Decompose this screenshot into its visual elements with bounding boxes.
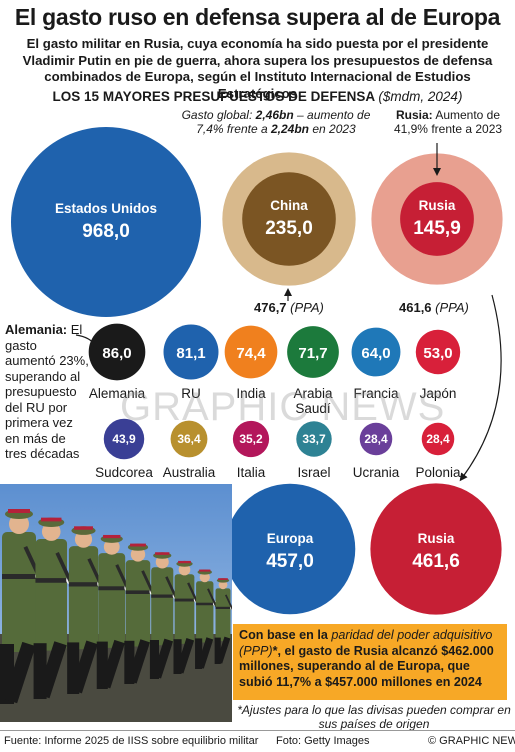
bubble-alemania [88, 323, 146, 381]
bubble-name-rusia: Rusia [419, 198, 456, 213]
russia-ppp-label: 461,6 (PPA) [399, 300, 469, 315]
china-ppp-tag: (PPA) [290, 300, 324, 315]
ppp-bubble-value-europa: 457,0 [266, 551, 314, 572]
country-label-francia: Francia [353, 386, 399, 401]
bubble-value-italia: 35,2 [239, 432, 263, 446]
bubble-value-rusia: 145,9 [413, 218, 461, 239]
soldiers-photo [0, 484, 232, 722]
bubble-estados-unidos [11, 127, 201, 317]
page-title: El gasto ruso en defensa supera al de Eu… [14, 4, 501, 30]
bubble-value-japon: 53,0 [423, 345, 452, 362]
global-note-mid: – aumento de 7,4% frente a [196, 108, 371, 136]
country-label-japon: Japón [420, 386, 457, 401]
footnote: *Ajustes para lo que las divisas pueden … [237, 703, 511, 731]
russia-ppp-tag: (PPA) [435, 300, 469, 315]
bubble-value-israel: 33,7 [302, 432, 326, 446]
soldiers-illustration [0, 484, 232, 722]
country-label-india: India [236, 386, 266, 401]
country-label-polonia: Polonia [415, 465, 461, 480]
bubble-israel [296, 421, 332, 457]
china-ppp-label: 476,7 (PPA) [254, 300, 324, 315]
ppp-bubble-europa [224, 483, 356, 615]
bubble-name-estados-unidos: Estados Unidos [55, 201, 157, 216]
subtitle: El gasto militar en Rusia, cuya economía… [22, 36, 493, 101]
germany-note: Alemania: El gasto aumentó 23%, superand… [5, 322, 89, 462]
ppp-bubble-value-rusia: 461,6 [412, 551, 460, 572]
chart-heading-text: LOS 15 MAYORES PRESUPUESTOS DE DEFENSA [52, 89, 375, 104]
bubble-value-estados-unidos: 968,0 [82, 221, 130, 242]
bubble-polonia [421, 422, 455, 456]
bubble-value-ru: 81,1 [176, 345, 205, 362]
country-label-israel: Israel [297, 465, 330, 480]
country-label-arabia-saudi: Saudí [295, 401, 331, 416]
bubble-rusia [400, 182, 474, 256]
russia-note: Rusia: Aumento de 41,9% frente a 2023 [384, 108, 512, 136]
brand-credit: © GRAPHIC NEWS [428, 735, 515, 747]
country-label-ru: RU [181, 386, 201, 401]
bubble-value-ucrania: 28,4 [364, 432, 388, 446]
source-credit: Fuente: Informe 2025 de IISS sobre equil… [4, 735, 259, 747]
bubble-japon [415, 329, 461, 375]
bubble-italia [232, 420, 270, 458]
photo-credit: Foto: Getty Images [276, 735, 370, 747]
country-label-italia: Italia [237, 465, 266, 480]
country-label-australia: Australia [163, 465, 216, 480]
bubble-value-australia: 36,4 [177, 432, 201, 446]
bubble-value-india: 74,4 [236, 345, 266, 362]
russia-note-text: Aumento de 41,9% frente a 2023 [393, 108, 503, 136]
bubble-china [242, 172, 336, 266]
bubble-value-alemania: 86,0 [102, 345, 131, 362]
soldier [0, 509, 53, 704]
chart-unit: ($mdm, 2024) [378, 89, 463, 104]
bubble-sudcorea [103, 418, 145, 460]
soldier [214, 578, 232, 664]
callout-pre: Con base en la [239, 628, 328, 642]
global-note-suffix: en 2023 [312, 122, 356, 136]
bubble-value-arabia-saudi: 71,7 [298, 345, 327, 362]
global-note-value-2024: 2,46bn [255, 108, 294, 122]
bubble-australia [170, 420, 208, 458]
bubble-francia [351, 327, 401, 377]
footer-divider [0, 730, 515, 731]
ppp-bubble-rusia [370, 483, 502, 615]
bubble-ru [163, 324, 219, 380]
global-spending-note: Gasto global: 2,46bn – aumento de 7,4% f… [176, 108, 376, 136]
bubble-chart: Estados Unidos 968,0 China 235,0 Rusia 145,9 8… [11, 127, 503, 615]
global-note-value-2023: 2,24bn [270, 122, 309, 136]
watermark: GRAPHIC NEWS [120, 385, 446, 429]
ppp-bubble-name-europa: Europa [267, 531, 314, 546]
bubble-value-polonia: 28,4 [426, 432, 450, 446]
bubble-name-china: China [270, 198, 308, 213]
country-label-alemania: Alemania [89, 386, 146, 401]
russia-ppp-arrow [459, 294, 502, 482]
bubble-value-sudcorea: 43,9 [112, 432, 136, 446]
country-label-sudcorea: Sudcorea [95, 465, 153, 480]
germany-arrow [75, 334, 99, 350]
callout-italic: paridad del poder adquisitivo (PPP) [239, 628, 493, 658]
ppp-bubble-name-rusia: Rusia [418, 531, 455, 546]
callout-post: *, el gasto de Rusia alcanzó $462.000 mi… [239, 643, 494, 689]
bubble-india [224, 325, 278, 379]
bubble-value-china: 235,0 [265, 218, 313, 239]
germany-note-text: El gasto aumentó 23%, superando al presu… [5, 322, 89, 461]
bubble-arabia-saudi [287, 326, 339, 378]
china-ppp-value: 476,7 [254, 300, 287, 315]
russia-note-label: Rusia: [395, 108, 433, 122]
ppp-callout: Con base en la paridad del poder adquisi… [233, 624, 507, 700]
bubble-value-francia: 64,0 [361, 345, 390, 362]
germany-note-label: Alemania: [5, 322, 68, 337]
country-label-arabia-saudi: Arabia [293, 386, 333, 401]
global-note-prefix: Gasto global: [181, 108, 253, 122]
bubble-ucrania [359, 422, 393, 456]
chart-heading: LOS 15 MAYORES PRESUPUESTOS DE DEFENSA (… [0, 89, 515, 104]
country-label-ucrania: Ucrania [353, 465, 400, 480]
russia-ppp-value: 461,6 [399, 300, 432, 315]
